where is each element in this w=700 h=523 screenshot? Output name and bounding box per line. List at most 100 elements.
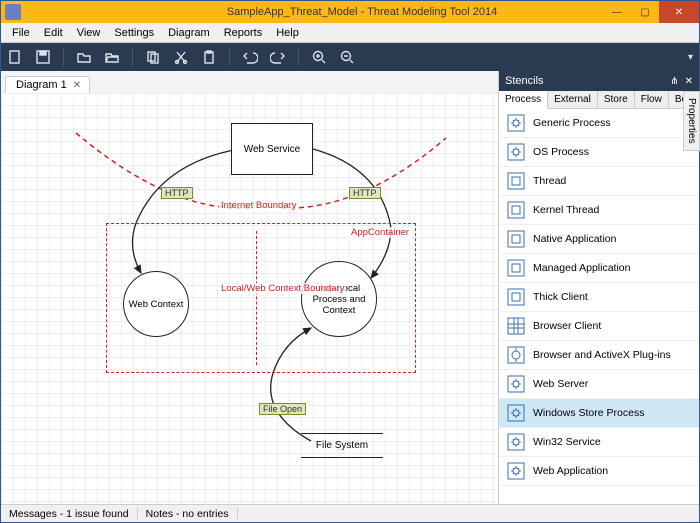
status-messages[interactable]: Messages - 1 issue found	[1, 508, 138, 520]
stencil-item-label: Browser Client	[533, 320, 601, 332]
stencil-tab-flow[interactable]: Flow	[635, 91, 669, 108]
edge-label-web_service-web_context: HTTP	[161, 187, 193, 199]
stencils-header: Stencils ⋔ ✕	[499, 71, 699, 91]
save-icon[interactable]	[35, 49, 51, 65]
square-icon	[507, 288, 525, 306]
tab-diagram-1[interactable]: Diagram 1 ✕	[5, 76, 90, 93]
boundary-local_web[interactable]	[256, 231, 257, 365]
zoom-in-icon[interactable]	[311, 49, 327, 65]
properties-tab[interactable]: Properties	[683, 91, 700, 151]
panel-close-icon[interactable]: ✕	[685, 76, 693, 87]
stencil-item-browser-client[interactable]: Browser Client	[499, 312, 699, 341]
node-web_service[interactable]: Web Service	[231, 123, 313, 175]
node-file_system[interactable]: File System	[301, 433, 383, 458]
separator	[63, 48, 64, 66]
stencil-tabs: ProcessExternalStoreFlowBoundary	[499, 91, 699, 109]
gear-icon	[507, 114, 525, 132]
stencil-item-label: Kernel Thread	[533, 204, 599, 216]
boundary-label-app_container: AppContainer	[349, 227, 411, 238]
menu-view[interactable]: View	[70, 27, 108, 39]
stencil-item-label: Generic Process	[533, 117, 611, 129]
plug-icon	[507, 346, 525, 364]
minimize-button[interactable]: —	[603, 1, 631, 23]
document-tabs: Diagram 1 ✕	[1, 71, 498, 93]
stencil-item-thread[interactable]: Thread	[499, 167, 699, 196]
paste-icon[interactable]	[201, 49, 217, 65]
tab-label: Diagram 1	[16, 79, 67, 91]
maximize-button[interactable]: ▢	[631, 1, 659, 23]
stencil-item-label: Web Server	[533, 378, 588, 390]
copy-icon[interactable]	[145, 49, 161, 65]
tab-close-icon[interactable]: ✕	[73, 80, 81, 91]
stencils-title: Stencils	[505, 75, 544, 87]
title-bar: SampleApp_Threat_Model - Threat Modeling…	[1, 1, 699, 23]
stencil-item-managed-application[interactable]: Managed Application	[499, 254, 699, 283]
open-icon[interactable]	[76, 49, 92, 65]
close-button[interactable]: ✕	[659, 1, 699, 23]
toolbar: ▾	[1, 43, 699, 71]
stencil-item-native-application[interactable]: Native Application	[499, 225, 699, 254]
stencil-tab-external[interactable]: External	[548, 91, 598, 108]
boundary-label-internet: Internet Boundary	[219, 200, 299, 211]
stencil-item-generic-process[interactable]: Generic Process	[499, 109, 699, 138]
stencil-item-kernel-thread[interactable]: Kernel Thread	[499, 196, 699, 225]
redo-icon[interactable]	[270, 49, 286, 65]
cut-icon[interactable]	[173, 49, 189, 65]
window-buttons: — ▢ ✕	[603, 1, 699, 23]
stencil-item-win32-service[interactable]: Win32 Service	[499, 428, 699, 457]
stencil-item-web-server[interactable]: Web Server	[499, 370, 699, 399]
stencil-item-label: Windows Store Process	[533, 407, 644, 419]
grid-icon	[507, 317, 525, 335]
stencil-item-windows-store-process[interactable]: Windows Store Process	[499, 399, 699, 428]
stencil-item-label: Native Application	[533, 233, 616, 245]
stencil-item-browser-and-activex-plug-ins[interactable]: Browser and ActiveX Plug-ins	[499, 341, 699, 370]
stencil-item-label: Web Application	[533, 465, 608, 477]
status-bar: Messages - 1 issue found Notes - no entr…	[1, 504, 699, 522]
toolbar-overflow-icon[interactable]: ▾	[688, 52, 693, 63]
boundary-label-local_web: Local/Web Context Boundary	[219, 283, 346, 294]
stencils-panel: Properties Stencils ⋔ ✕ ProcessExternalS…	[499, 71, 699, 504]
edge-label-file_system-app_local: File Open	[259, 403, 306, 415]
undo-icon[interactable]	[242, 49, 258, 65]
menu-file[interactable]: File	[5, 27, 37, 39]
menu-edit[interactable]: Edit	[37, 27, 70, 39]
menu-bar: FileEditViewSettingsDiagramReportsHelp	[1, 23, 699, 43]
square-icon	[507, 172, 525, 190]
stencil-item-label: Thick Client	[533, 291, 588, 303]
new-icon[interactable]	[7, 49, 23, 65]
stencil-item-label: OS Process	[533, 146, 589, 158]
menu-diagram[interactable]: Diagram	[161, 27, 217, 39]
stencil-item-os-process[interactable]: OS Process	[499, 138, 699, 167]
status-notes[interactable]: Notes - no entries	[138, 508, 238, 520]
edge-label-web_service-app_local: HTTP	[349, 187, 381, 199]
stencil-tab-store[interactable]: Store	[598, 91, 635, 108]
gear-icon	[507, 143, 525, 161]
diagram-canvas[interactable]: Web ServiceWeb ContextApp Local Process …	[1, 93, 498, 504]
window-title: SampleApp_Threat_Model - Threat Modeling…	[25, 6, 699, 18]
gear-icon	[507, 433, 525, 451]
gear-icon	[507, 462, 525, 480]
separator	[298, 48, 299, 66]
stencil-item-thick-client[interactable]: Thick Client	[499, 283, 699, 312]
square-icon	[507, 230, 525, 248]
menu-help[interactable]: Help	[269, 27, 306, 39]
zoom-out-icon[interactable]	[339, 49, 355, 65]
stencil-item-label: Thread	[533, 175, 566, 187]
square-icon	[507, 201, 525, 219]
separator	[229, 48, 230, 66]
gear-icon	[507, 404, 525, 422]
app-icon	[5, 4, 21, 20]
stencil-item-label: Managed Application	[533, 262, 631, 274]
open2-icon[interactable]	[104, 49, 120, 65]
stencil-item-label: Browser and ActiveX Plug-ins	[533, 349, 671, 361]
stencil-tab-process[interactable]: Process	[499, 91, 548, 109]
stencil-item-label: Win32 Service	[533, 436, 601, 448]
square-icon	[507, 259, 525, 277]
diagram-pane: Diagram 1 ✕ Web ServiceWeb ContextApp Lo	[1, 71, 499, 504]
menu-reports[interactable]: Reports	[217, 27, 270, 39]
menu-settings[interactable]: Settings	[107, 27, 161, 39]
separator	[132, 48, 133, 66]
stencil-item-web-application[interactable]: Web Application	[499, 457, 699, 486]
boundary-app_container[interactable]	[106, 223, 416, 373]
pin-icon[interactable]: ⋔	[670, 76, 678, 87]
